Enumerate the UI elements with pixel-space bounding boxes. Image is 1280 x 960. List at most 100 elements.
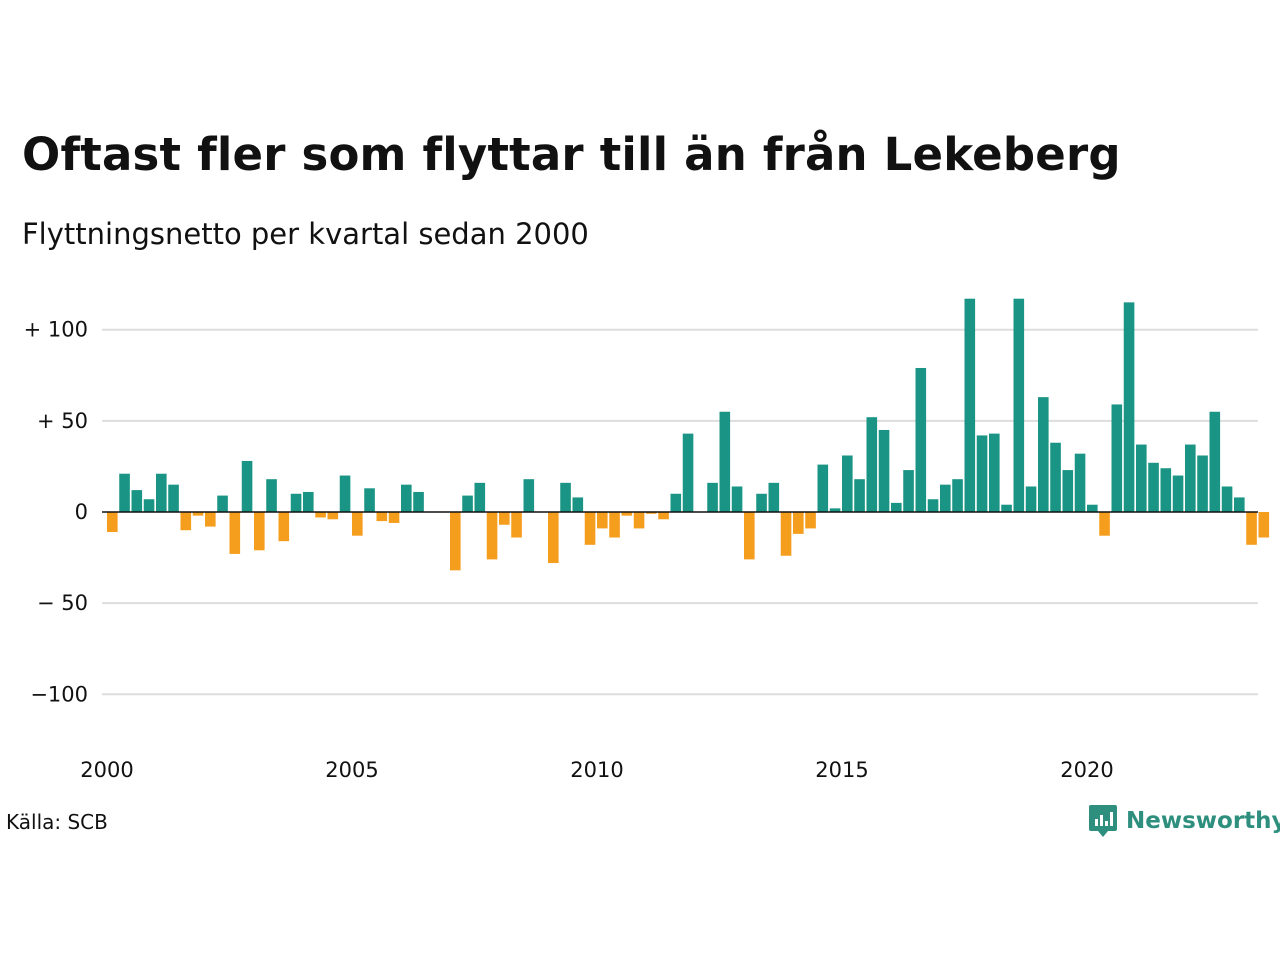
bar-negative [486,512,498,560]
bar-positive [952,479,963,512]
bar-negative [254,512,265,551]
bar-negative [805,512,816,529]
y-tick-label: −100 [30,682,88,706]
bar-positive [303,491,314,512]
bar-negative [597,512,608,529]
bar-positive [842,455,853,512]
chart-subtitle: Flyttningsnetto per kvartal sedan 2000 [22,217,589,251]
bar-negative [658,512,669,520]
bar-positive [217,495,228,512]
bar-positive [1062,470,1074,512]
bar-positive [1172,475,1184,512]
x-tick-label: 2015 [815,758,868,782]
y-tick-label: + 50 [37,409,88,433]
source-note: Källa: SCB [6,810,108,834]
bar-positive [364,488,375,512]
grid-lines [102,328,1258,696]
bar-negative [1258,512,1270,538]
bar-positive [891,502,902,512]
bar-negative [1099,512,1110,536]
bar-positive [989,433,1000,512]
bar-positive [707,482,718,512]
bar-negative [793,512,804,534]
bar-positive [131,490,143,512]
bar-negative [499,512,510,525]
bar-positive [266,479,277,512]
bar-negative [352,512,363,536]
bar-positive [1221,486,1233,512]
x-tick-label: 2020 [1060,758,1113,782]
bar-positive [290,493,302,512]
bar-negative [180,512,192,531]
logo-text: Newsworthy [1126,808,1280,834]
y-tick-label: 0 [75,500,88,524]
bar-negative [548,512,559,564]
bar-positive [829,508,841,512]
bar-positive [682,433,694,512]
bar-positive [1001,504,1012,512]
bar-negative [278,512,290,542]
bar-positive [1111,404,1123,512]
bar-positive [854,479,865,512]
bar-negative [780,512,792,556]
bar-negative [744,512,755,560]
bar-positive [119,473,130,512]
bar-positive [768,482,780,512]
bar-positive [168,484,179,512]
bar-negative [1246,512,1257,545]
bar-positive [1123,302,1135,512]
y-tick-label: + 100 [24,318,88,342]
bars [107,298,1270,571]
chart-title: Oftast fler som flyttar till än från Lek… [22,128,1121,181]
bar-negative [192,512,204,516]
bar-negative [511,512,522,538]
bar-positive [560,482,571,512]
bar-positive [523,479,535,512]
bar-positive [927,499,939,512]
bar-positive [1074,453,1086,512]
bar-positive [670,493,682,512]
bar-positive [1038,397,1049,512]
bar-positive [731,486,743,512]
bar-positive [940,484,951,512]
bar-positive [462,495,473,512]
bar-positive [241,460,253,512]
bar-negative [327,512,339,520]
x-tick-label: 2010 [570,758,623,782]
bar-positive [1185,444,1196,512]
newsworthy-chart-icon [1089,805,1117,837]
bar-positive [817,464,829,512]
y-axis-ticks: + 100 + 50 0 − 50 −100 [24,318,88,707]
bar-negative [205,512,216,527]
bar-positive [915,367,927,512]
bar-positive [413,491,424,512]
bar-positive [1013,298,1025,512]
newsworthy-logo: Newsworthy [1088,804,1280,838]
bar-positive [756,493,767,512]
bar-positive [719,411,731,513]
bar-positive [474,482,486,512]
bar-positive [976,435,988,512]
x-tick-label: 2005 [325,758,378,782]
bar-negative [609,512,620,538]
bar-positive [1148,462,1159,512]
bar-positive [964,298,976,512]
bar-positive [143,499,155,512]
bar-positive [903,470,914,512]
bar-positive [1209,411,1221,513]
bar-negative [388,512,400,523]
bar-positive [156,473,167,512]
bar-negative [107,512,118,533]
bar-positive [339,475,351,512]
bar-positive [572,497,584,512]
bar-positive [1197,455,1208,512]
bar-positive [401,484,412,512]
bar-positive [866,417,878,512]
bar-positive [1136,444,1147,512]
bar-negative [621,512,633,516]
x-tick-label: 2000 [80,758,133,782]
bar-negative [633,512,645,529]
x-axis-ticks: 2000 2005 2010 2015 2020 [80,758,1113,782]
bar-positive [1234,497,1245,512]
